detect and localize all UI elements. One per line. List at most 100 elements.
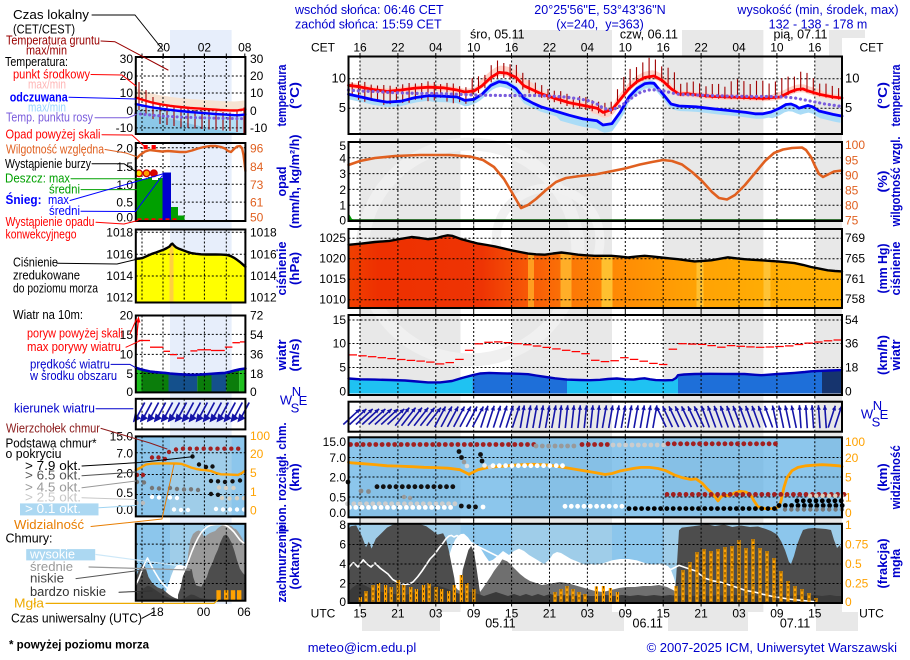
svg-text:E: E [299, 393, 308, 408]
svg-text:0: 0 [339, 214, 346, 228]
svg-text:16: 16 [353, 41, 367, 55]
svg-text:21: 21 [543, 607, 557, 621]
svg-text:Deszcz:: Deszcz: [5, 171, 46, 185]
svg-text:Temperatura:: Temperatura: [5, 55, 68, 69]
svg-text:Wystąpienie burzy: Wystąpienie burzy [5, 157, 92, 171]
svg-text:20: 20 [250, 69, 264, 83]
svg-text:CET: CET [860, 41, 885, 55]
svg-text:punkt środkowy: punkt środkowy [13, 67, 91, 81]
svg-text:1.5: 1.5 [116, 160, 133, 174]
svg-text:> 2.5 okt.: > 2.5 okt. [25, 491, 81, 505]
svg-text:6: 6 [339, 538, 346, 552]
svg-text:0.0: 0.0 [116, 211, 133, 225]
svg-text:0: 0 [845, 385, 852, 399]
svg-text:(km/h): (km/h) [876, 335, 890, 375]
svg-text:16: 16 [505, 41, 519, 55]
svg-text:kierunek wiatru: kierunek wiatru [14, 402, 95, 416]
svg-text:Wilgotność względna: Wilgotność względna [6, 142, 104, 156]
svg-text:132 - 138 - 178 m: 132 - 138 - 178 m [769, 18, 868, 32]
svg-text:10: 10 [120, 86, 134, 100]
svg-text:Temp. punktu rosy: Temp. punktu rosy [6, 111, 94, 125]
svg-text:8: 8 [339, 518, 346, 532]
svg-text:Chmury:: Chmury: [6, 532, 53, 546]
svg-text:max: max [48, 193, 70, 207]
svg-text:1012: 1012 [250, 291, 277, 305]
svg-text:15: 15 [808, 607, 822, 621]
svg-text:10: 10 [467, 41, 481, 55]
svg-text:0.75: 0.75 [845, 538, 869, 552]
svg-text:1025: 1025 [319, 231, 346, 245]
svg-text:Wierzchołek chmur: Wierzchołek chmur [6, 421, 100, 435]
svg-text:5: 5 [339, 139, 346, 153]
svg-text:1015: 1015 [319, 272, 346, 286]
svg-text:90: 90 [845, 169, 859, 183]
svg-text:do poziomu morza: do poziomu morza [13, 282, 98, 296]
svg-text:1: 1 [845, 518, 852, 532]
svg-text:00: 00 [197, 605, 211, 619]
svg-text:09: 09 [467, 607, 481, 621]
svg-text:03: 03 [429, 607, 443, 621]
svg-text:20°25'56"E, 53°43'36"N: 20°25'56"E, 53°43'36"N [534, 3, 665, 17]
svg-text:3: 3 [339, 167, 346, 181]
svg-text:21: 21 [391, 607, 405, 621]
svg-text:1014: 1014 [106, 269, 133, 283]
svg-text:> 0.1 okt.: > 0.1 okt. [25, 502, 81, 516]
svg-text:(frakcja): (frakcja) [876, 539, 890, 589]
svg-text:N: N [292, 384, 301, 399]
svg-text:20: 20 [120, 69, 134, 83]
svg-text:22: 22 [543, 41, 557, 55]
svg-text:95: 95 [845, 154, 859, 168]
svg-text:18: 18 [845, 361, 859, 375]
svg-text:wilgotność wzgl.: wilgotność wzgl. [889, 137, 903, 228]
svg-text:07.11: 07.11 [780, 617, 810, 631]
svg-text:poryw powyżej skali: poryw powyżej skali [27, 327, 123, 341]
svg-text:temperatura: temperatura [889, 64, 903, 127]
svg-text:1: 1 [339, 199, 346, 213]
svg-text:02: 02 [198, 41, 212, 55]
svg-text:09: 09 [770, 607, 784, 621]
svg-text:84: 84 [250, 160, 264, 174]
svg-text:0: 0 [250, 104, 257, 118]
svg-text:max/min: max/min [28, 101, 66, 115]
svg-text:(°C): (°C) [288, 82, 302, 109]
svg-text:1012: 1012 [106, 291, 133, 305]
svg-text:(CET/CEST): (CET/CEST) [13, 23, 75, 37]
svg-text:30: 30 [250, 52, 264, 66]
svg-text:0: 0 [126, 104, 133, 118]
svg-text:(km): (km) [288, 463, 302, 491]
svg-text:10: 10 [120, 348, 134, 362]
svg-text:UTC: UTC [859, 607, 884, 621]
svg-text:pią, 07.11: pią, 07.11 [774, 28, 828, 42]
svg-text:Widzialność: Widzialność [14, 518, 84, 532]
svg-text:w środku obszaru: w środku obszaru [29, 369, 117, 383]
svg-text:03: 03 [732, 607, 746, 621]
svg-text:wiatr: wiatr [275, 339, 289, 371]
svg-text:0.5: 0.5 [116, 486, 133, 500]
svg-text:15: 15 [120, 328, 134, 342]
svg-text:5: 5 [339, 361, 346, 375]
svg-text:04: 04 [732, 41, 746, 55]
svg-text:niskie: niskie [30, 572, 64, 586]
svg-text:czw, 06.11: czw, 06.11 [620, 28, 678, 42]
svg-text:Mgła: Mgła [14, 596, 44, 610]
svg-text:2.0: 2.0 [116, 142, 133, 156]
svg-text:Opad powyżej skali: Opad powyżej skali [6, 128, 101, 142]
svg-text:Wiatr na 10m:: Wiatr na 10m: [13, 308, 83, 322]
svg-text:7.0: 7.0 [329, 451, 346, 465]
svg-text:08: 08 [238, 41, 252, 55]
svg-text:18: 18 [250, 367, 264, 381]
svg-text:ciśnienie: ciśnienie [275, 241, 289, 295]
svg-text:meteo@icm.edu.pl: meteo@icm.edu.pl [308, 640, 417, 655]
svg-text:wysokie: wysokie [29, 548, 75, 562]
svg-text:0: 0 [845, 595, 852, 609]
svg-text:0: 0 [126, 385, 133, 399]
svg-text:765: 765 [845, 252, 865, 266]
svg-text:5: 5 [250, 466, 257, 480]
svg-text:16: 16 [657, 41, 671, 55]
svg-text:5: 5 [845, 470, 852, 484]
svg-text:06: 06 [237, 605, 251, 619]
svg-text:(mm/h, kg/m²/h): (mm/h, kg/m²/h) [288, 135, 302, 229]
svg-text:4: 4 [339, 151, 346, 165]
svg-text:10: 10 [845, 71, 859, 86]
svg-text:0: 0 [339, 595, 346, 609]
